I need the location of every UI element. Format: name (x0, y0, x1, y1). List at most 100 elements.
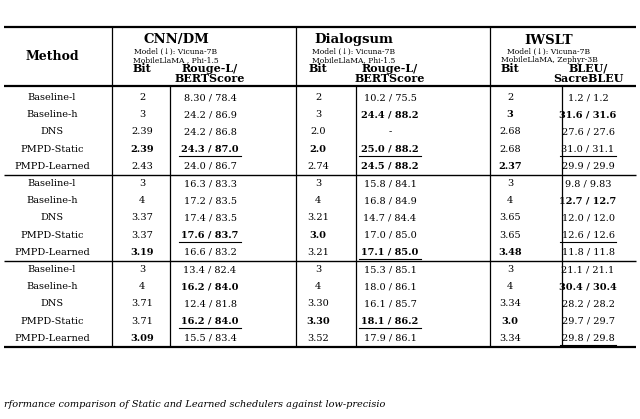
Text: 29.7 / 29.7: 29.7 / 29.7 (561, 317, 614, 326)
Text: PMPD-Static: PMPD-Static (20, 231, 84, 240)
Text: 2.39: 2.39 (130, 145, 154, 154)
Text: Baseline-l: Baseline-l (28, 93, 76, 102)
Text: 31.6 / 31.6: 31.6 / 31.6 (559, 110, 616, 119)
Text: 3.30: 3.30 (307, 300, 329, 308)
Text: 3.65: 3.65 (499, 214, 521, 222)
Text: Baseline-h: Baseline-h (26, 282, 77, 291)
Text: 10.2 / 75.5: 10.2 / 75.5 (364, 93, 417, 102)
Text: PMPD-Learned: PMPD-Learned (14, 248, 90, 257)
Text: 3.0: 3.0 (310, 231, 326, 240)
Text: 4: 4 (139, 282, 145, 291)
Text: Rouge-L/: Rouge-L/ (182, 62, 238, 73)
Text: BLEU/: BLEU/ (568, 62, 608, 73)
Text: 2: 2 (315, 93, 321, 102)
Text: 3: 3 (507, 110, 513, 119)
Text: DNS: DNS (40, 214, 63, 222)
Text: 3.71: 3.71 (131, 317, 153, 326)
Text: Model (↓): Vicuna-7B: Model (↓): Vicuna-7B (312, 48, 396, 56)
Text: 16.2 / 84.0: 16.2 / 84.0 (181, 282, 239, 291)
Text: 3.37: 3.37 (131, 231, 153, 240)
Text: 3.52: 3.52 (307, 334, 329, 343)
Text: 16.8 / 84.9: 16.8 / 84.9 (364, 196, 417, 205)
Text: Baseline-h: Baseline-h (26, 110, 77, 119)
Text: 31.0 / 31.1: 31.0 / 31.1 (561, 145, 614, 154)
Text: 14.7 / 84.4: 14.7 / 84.4 (364, 214, 417, 222)
Text: 12.6 / 12.6: 12.6 / 12.6 (561, 231, 614, 240)
Text: Method: Method (25, 50, 79, 63)
Text: 2.68: 2.68 (499, 127, 521, 137)
Text: MobileLlaMA, Zephyr-3B: MobileLlaMA, Zephyr-3B (500, 56, 597, 64)
Text: 2: 2 (507, 93, 513, 102)
Text: 24.2 / 86.9: 24.2 / 86.9 (184, 110, 236, 119)
Text: 2.0: 2.0 (310, 127, 326, 137)
Text: 28.2 / 28.2: 28.2 / 28.2 (561, 300, 614, 308)
Text: 24.4 / 88.2: 24.4 / 88.2 (361, 110, 419, 119)
Text: 16.2 / 84.0: 16.2 / 84.0 (181, 317, 239, 326)
Text: Baseline-h: Baseline-h (26, 196, 77, 205)
Text: 11.8 / 11.8: 11.8 / 11.8 (561, 248, 614, 257)
Text: 3: 3 (139, 110, 145, 119)
Text: 2.74: 2.74 (307, 162, 329, 171)
Text: 17.1 / 85.0: 17.1 / 85.0 (362, 248, 419, 257)
Text: 9.8 / 9.83: 9.8 / 9.83 (564, 179, 611, 188)
Text: 2: 2 (139, 93, 145, 102)
Text: 24.5 / 88.2: 24.5 / 88.2 (361, 162, 419, 171)
Text: 3: 3 (315, 179, 321, 188)
Text: Baseline-l: Baseline-l (28, 179, 76, 188)
Text: 3.34: 3.34 (499, 334, 521, 343)
Text: BERTScore: BERTScore (175, 72, 245, 83)
Text: 12.7 / 12.7: 12.7 / 12.7 (559, 196, 616, 205)
Text: 2.68: 2.68 (499, 145, 521, 154)
Text: 1.2 / 1.2: 1.2 / 1.2 (568, 93, 609, 102)
Text: 18.0 / 86.1: 18.0 / 86.1 (364, 282, 417, 291)
Text: 12.0 / 12.0: 12.0 / 12.0 (561, 214, 614, 222)
Text: 3.37: 3.37 (131, 214, 153, 222)
Text: 3.21: 3.21 (307, 214, 329, 222)
Text: 12.4 / 81.8: 12.4 / 81.8 (184, 300, 237, 308)
Text: 3.19: 3.19 (131, 248, 154, 257)
Text: MobileLlaMA, Phi-1.5: MobileLlaMA, Phi-1.5 (312, 56, 396, 64)
Text: 2.43: 2.43 (131, 162, 153, 171)
Text: Bit: Bit (500, 62, 520, 73)
Text: 3.30: 3.30 (306, 317, 330, 326)
Text: 3.48: 3.48 (498, 248, 522, 257)
Text: 4: 4 (315, 196, 321, 205)
Text: 8.30 / 78.4: 8.30 / 78.4 (184, 93, 236, 102)
Text: 29.9 / 29.9: 29.9 / 29.9 (562, 162, 614, 171)
Text: Bit: Bit (308, 62, 328, 73)
Text: -: - (388, 127, 392, 137)
Text: Model (↓): Vicuna-7B: Model (↓): Vicuna-7B (508, 48, 591, 56)
Text: MobileLlaMA , Phi-1.5: MobileLlaMA , Phi-1.5 (133, 56, 219, 64)
Text: 21.1 / 21.1: 21.1 / 21.1 (561, 265, 614, 274)
Text: 2.39: 2.39 (131, 127, 153, 137)
Text: PMPD-Learned: PMPD-Learned (14, 162, 90, 171)
Text: rformance comparison of Static and Learned schedulers against low-precisio: rformance comparison of Static and Learn… (4, 400, 385, 409)
Text: 3: 3 (139, 179, 145, 188)
Text: 4: 4 (507, 196, 513, 205)
Text: 30.4 / 30.4: 30.4 / 30.4 (559, 282, 617, 291)
Text: 3: 3 (507, 265, 513, 274)
Text: 4: 4 (139, 196, 145, 205)
Text: 3.71: 3.71 (131, 300, 153, 308)
Text: 16.3 / 83.3: 16.3 / 83.3 (184, 179, 237, 188)
Text: CNN/DM: CNN/DM (143, 34, 209, 47)
Text: DNS: DNS (40, 300, 63, 308)
Text: 3.0: 3.0 (502, 317, 518, 326)
Text: 17.0 / 85.0: 17.0 / 85.0 (364, 231, 417, 240)
Text: Baseline-l: Baseline-l (28, 265, 76, 274)
Text: 17.6 / 83.7: 17.6 / 83.7 (181, 231, 239, 240)
Text: 27.6 / 27.6: 27.6 / 27.6 (561, 127, 614, 137)
Text: 24.3 / 87.0: 24.3 / 87.0 (181, 145, 239, 154)
Text: 3: 3 (507, 179, 513, 188)
Text: Bit: Bit (132, 62, 152, 73)
Text: 3: 3 (139, 265, 145, 274)
Text: SacreBLEU: SacreBLEU (553, 72, 623, 83)
Text: BERTScore: BERTScore (355, 72, 425, 83)
Text: 15.8 / 84.1: 15.8 / 84.1 (364, 179, 417, 188)
Text: 15.3 / 85.1: 15.3 / 85.1 (364, 265, 417, 274)
Text: 24.2 / 86.8: 24.2 / 86.8 (184, 127, 236, 137)
Text: 17.2 / 83.5: 17.2 / 83.5 (184, 196, 237, 205)
Text: DNS: DNS (40, 127, 63, 137)
Text: 3: 3 (315, 110, 321, 119)
Text: 15.5 / 83.4: 15.5 / 83.4 (184, 334, 236, 343)
